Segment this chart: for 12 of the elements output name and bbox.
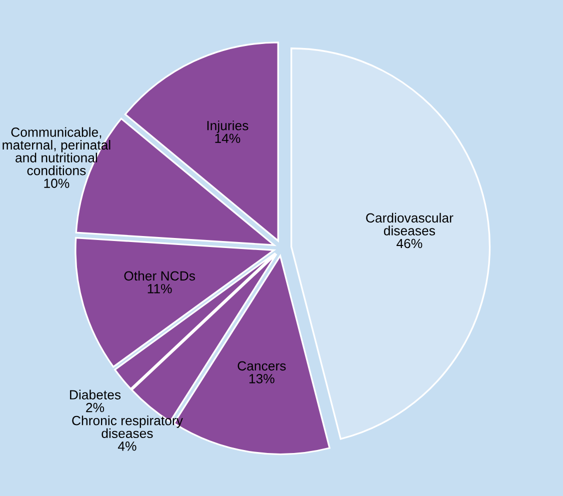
slice-label: Diabetes — [70, 390, 121, 400]
data-label: 46% — [396, 238, 422, 248]
slice-label: Cardiovascular diseases — [366, 212, 454, 236]
slice-label: Injuries — [207, 120, 248, 133]
data-label: 11% — [148, 284, 172, 294]
data-label: 4% — [118, 442, 136, 451]
data-label: 2% — [86, 402, 104, 412]
slice-label: Other NCDs — [124, 270, 196, 281]
data-label: 13% — [249, 374, 274, 384]
data-label: 10% — [44, 178, 70, 188]
slice-label: Cancers — [238, 361, 286, 371]
data-label: 14% — [215, 134, 240, 143]
